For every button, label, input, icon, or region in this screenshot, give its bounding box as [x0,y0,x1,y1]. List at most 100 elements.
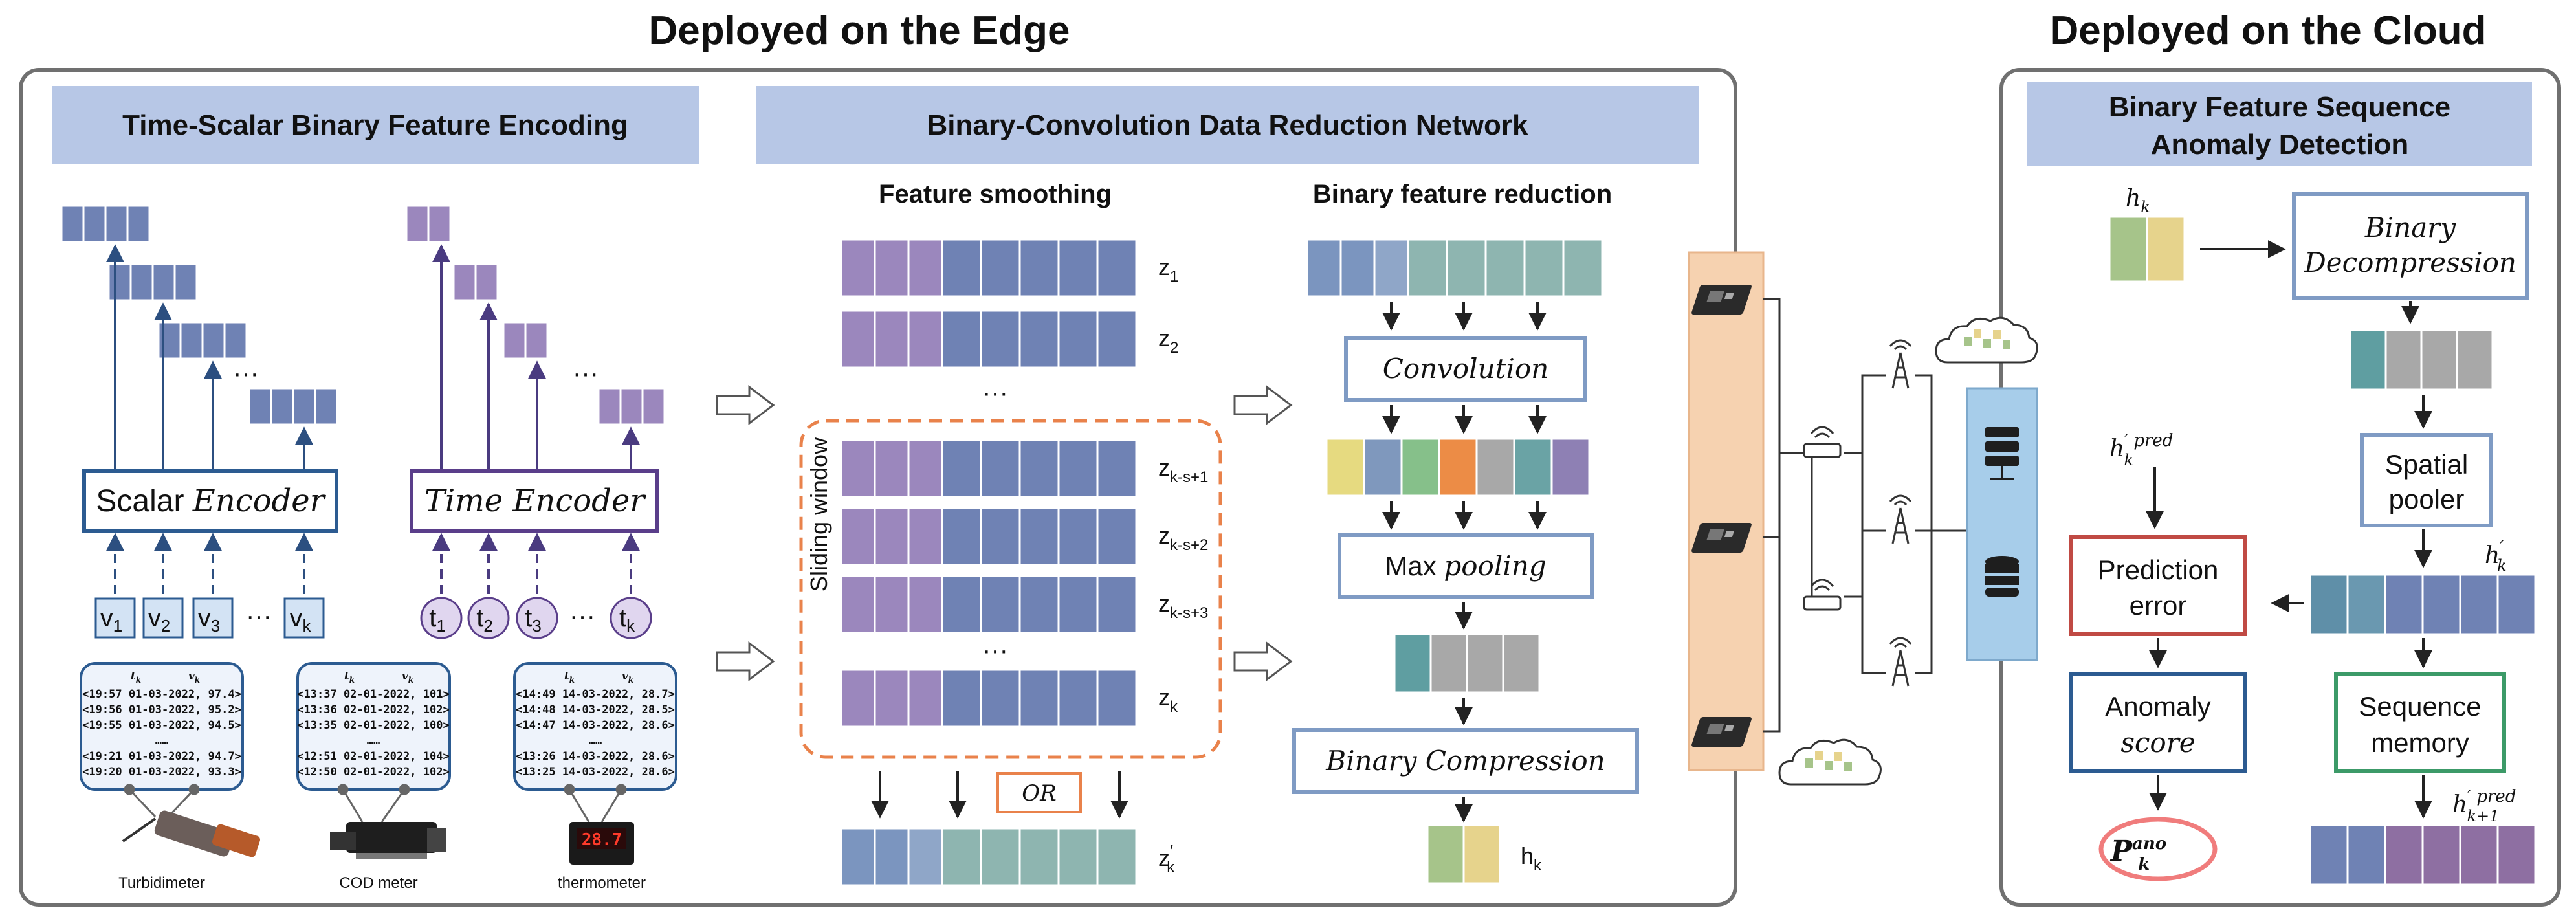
svg-text:tk: tk [344,670,355,685]
cell-tower-icons [1889,339,1912,687]
time-bars-ellipsis: ··· [573,359,599,388]
device-card-turbidimeter: tk vk <19:57 01-03-2022, 97.4> <19:56 01… [80,662,244,791]
reduction-input-row [1306,238,1603,298]
cloud-title: Deployed on the Cloud [2049,8,2486,53]
svg-text:tk: tk [619,604,635,635]
svg-text:vk: vk [188,670,200,685]
anomaly-line1: Anomaly [2105,691,2210,722]
value-inputs: v1 v2 v3 vk ··· [94,597,325,639]
z-ellipsis-top: ··· [982,379,1008,407]
encoding-header-label: Time-Scalar Binary Feature Encoding [122,109,628,141]
smoothing-title: Feature smoothing [879,180,1112,208]
spatial-line2: pooler [2389,484,2465,514]
max-pooling-box [1338,533,1594,599]
reduction-title: Binary feature reduction [1313,180,1612,208]
binary-compression-box [1292,728,1639,794]
server-icon [1985,427,2019,480]
svg-text:<14:48 14-03-2022, 28.5>: <14:48 14-03-2022, 28.5> [516,703,675,716]
svg-text:<14:47 14-03-2022, 28.6>: <14:47 14-03-2022, 28.6> [516,719,675,732]
z-prime-row [840,827,1138,887]
z-ellipsis-bottom: ··· [982,636,1008,665]
thermometer-label: thermometer [558,874,646,892]
convolution-box [1344,336,1587,402]
cloud-header [2027,82,2532,166]
hollow-arrows [716,384,1293,682]
cod-meter-label: COD meter [339,874,417,892]
svg-text:<13:35 02-01-2022, 100>: <13:35 02-01-2022, 100> [297,719,449,732]
cloud-hk-label: hk [2126,185,2150,216]
time-feature-bars [405,204,666,426]
cloud-icon-top [1935,316,2038,364]
database-icon [1985,556,2019,597]
cloud-icon-bottom [1778,738,1882,786]
hk-prime-label: h′ k [2485,538,2507,575]
anomaly-score-box [2069,672,2247,773]
svg-text:zk-s+3: zk-s+3 [1158,590,1208,622]
network-links [1763,298,1967,733]
spatial-line1: Spatial [2385,449,2468,480]
device-connectors [124,784,627,823]
anomaly-line2: score [2120,727,2195,758]
svg-text:<13:25 14-03-2022, 28.6>: <13:25 14-03-2022, 28.6> [516,766,675,779]
scalar-encoder-label: Scalar Encoder [96,483,326,519]
turbidimeter-icon [122,810,260,857]
svg-text:<19:55 01-03-2022, 94.5>: <19:55 01-03-2022, 94.5> [82,719,241,732]
p-ano-badge [2098,817,2218,881]
spatial-pooler-box [2360,433,2493,527]
max-pooling-label: Max pooling [1385,550,1546,582]
z-prime-label: z′ k [1158,841,1175,876]
sliding-window-label: Sliding window [806,437,832,591]
time-encoder-label: Time Encoder [424,483,646,519]
reduction-arrows-2 [1382,405,1547,434]
sequence-memory-box [2334,672,2506,773]
p-ano-label: Pano k [2109,834,2166,874]
scalar-output-arrows [106,244,313,471]
svg-text:<13:37 02-01-2022, 101>: <13:37 02-01-2022, 101> [297,688,449,701]
svg-text:zk-s+1: zk-s+1 [1158,454,1208,486]
prediction-error-box [2069,535,2247,636]
decompress-line2: Decompression [2304,247,2516,278]
decompressed-row [2349,329,2494,391]
binary-decompression-box [2292,192,2529,300]
thermometer-icon: 28.7 [569,822,634,865]
edge-title: Deployed on the Edge [648,8,1070,53]
svg-text:<14:49 14-03-2022, 28.7>: <14:49 14-03-2022, 28.7> [516,688,675,701]
svg-text:v2: v2 [148,604,170,635]
svg-text:z2: z2 [1158,325,1178,357]
encoding-header [52,86,699,164]
svg-text:<19:57 01-03-2022, 97.4>: <19:57 01-03-2022, 97.4> [82,688,241,701]
router-icons [1803,426,1842,611]
turbidimeter-label: Turbidimeter [118,874,205,892]
or-operator [996,772,1082,813]
next-pred-row [2309,824,2537,886]
svg-text:<13:26 14-03-2022, 28.6>: <13:26 14-03-2022, 28.6> [516,750,675,763]
cloud-header-line1: Binary Feature Sequence [2109,91,2450,123]
sequence-line1: Sequence [2359,691,2481,722]
time-encoder [410,469,659,533]
reduction-arrows-1 [1382,302,1547,331]
svg-text:<19:20 01-03-2022, 93.3>: <19:20 01-03-2022, 93.3> [82,766,241,779]
svg-text:……: …… [155,735,168,747]
sequence-line2: memory [2371,727,2469,758]
svg-text:<19:21 01-03-2022, 94.7>: <19:21 01-03-2022, 94.7> [82,750,241,763]
prediction-line1: Prediction [2098,555,2219,585]
hk-prime-row [2309,573,2537,635]
scalar-feature-bars [60,204,338,426]
hk-output-block [1426,824,1501,885]
convolution-output-row [1325,437,1591,497]
svg-text:vk: vk [402,670,413,685]
binary-compression-label: Binary Compression [1325,745,1605,777]
svg-text:……: …… [367,735,380,747]
svg-text:vk: vk [290,604,312,635]
next-pred-label: h′ pred k+1 [2452,787,2516,825]
z-feature-rows [840,238,1138,728]
pred-label: h′ pred k [2109,431,2173,469]
reduction-header-label: Binary-Convolution Data Reduction Networ… [927,109,1528,141]
decompress-line1: Binary [2364,212,2456,243]
z-labels: z1 z2 zk-s+1 zk-s+2 zk-s+3 zk [1158,254,1208,716]
svg-text:v1: v1 [100,604,122,635]
svg-text:zk-s+2: zk-s+2 [1158,522,1208,554]
svg-text:z1: z1 [1158,254,1178,285]
device-card-cod: tk vk <13:37 02-01-2022, 101> <13:36 02-… [296,662,451,791]
svg-text:t2: t2 [476,604,493,635]
